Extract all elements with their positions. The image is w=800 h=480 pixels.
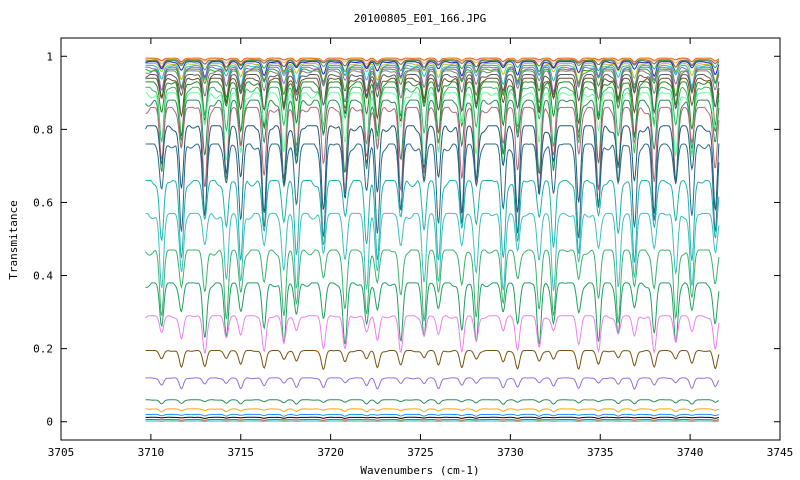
x-tick-label: 3725 (407, 446, 434, 459)
series-line (145, 408, 720, 413)
series-line (145, 418, 719, 421)
series-line (145, 92, 720, 168)
series-layer (145, 57, 720, 422)
series-line (145, 60, 720, 73)
x-tick-label: 3735 (587, 446, 614, 459)
series-line (145, 106, 720, 192)
series-line (145, 63, 720, 84)
series-line (145, 57, 720, 63)
series-line (145, 66, 720, 95)
series-line (145, 64, 720, 89)
x-axis: 3705 3710 3715 3720 3725 3730 3735 3740 3745 (48, 38, 794, 459)
y-tick-label: 0.6 (33, 196, 53, 209)
series-line (145, 70, 720, 106)
chart-title: 20100805_E01_166.JPG (354, 12, 486, 25)
series-line (145, 413, 720, 417)
x-axis-label: Wavenumbers (cm-1) (360, 464, 479, 477)
x-tick-label: 3715 (228, 446, 255, 459)
series-line (145, 315, 720, 354)
series-line (145, 59, 720, 69)
series-line (145, 249, 720, 324)
y-axis: 0 0.2 0.4 0.6 0.8 1 (33, 50, 780, 429)
series-line (145, 212, 720, 292)
series-line (145, 125, 720, 215)
y-tick-label: 0.8 (33, 123, 53, 136)
x-tick-label: 3710 (138, 446, 165, 459)
x-tick-label: 3730 (497, 446, 524, 459)
series-line (145, 77, 720, 128)
series-line (145, 282, 720, 345)
series-line (145, 81, 720, 138)
y-tick-label: 0.4 (33, 270, 53, 283)
x-tick-label: 3740 (677, 446, 704, 459)
y-tick-label: 0.2 (33, 343, 53, 356)
y-tick-label: 1 (46, 50, 53, 63)
series-line (145, 143, 720, 239)
series-line (145, 61, 720, 78)
series-line (145, 416, 720, 419)
series-line (145, 350, 720, 371)
x-tick-label: 3720 (317, 446, 344, 459)
x-tick-label: 3745 (767, 446, 794, 459)
series-line (145, 399, 720, 405)
series-line (145, 73, 720, 117)
x-tick-label: 3705 (48, 446, 75, 459)
series-line (145, 377, 720, 390)
series-line (145, 58, 720, 65)
series-line (145, 179, 720, 263)
y-axis-label: Transmitance (7, 200, 20, 279)
y-tick-label: 0 (46, 416, 53, 429)
series-line (145, 68, 720, 102)
